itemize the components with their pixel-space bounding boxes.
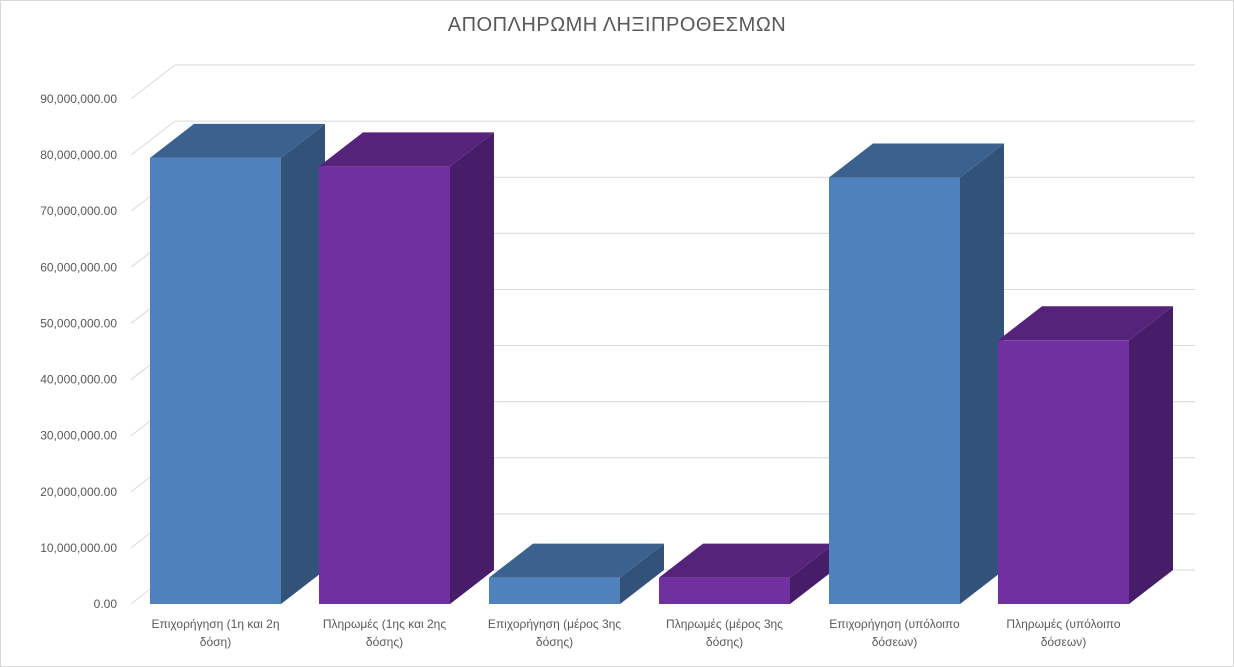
category-label: Πληρωμές (υπόλοιπο δόσεων) bbox=[1006, 617, 1120, 649]
category-label: Πληρωμές (μέρος 3ης δόσης) bbox=[666, 617, 783, 649]
bar-front bbox=[659, 577, 790, 604]
bars bbox=[150, 123, 1173, 605]
y-tick-label: 20,000,000.00 bbox=[40, 485, 117, 499]
y-tick-label: 10,000,000.00 bbox=[40, 541, 117, 555]
category-label: Επιχορήγηση (μέρος 3ης δόσης) bbox=[488, 617, 621, 649]
bar-top bbox=[659, 543, 834, 578]
bar bbox=[319, 132, 494, 605]
y-tick-label: 0.00 bbox=[94, 597, 118, 611]
bar-front bbox=[489, 577, 620, 604]
bar-front bbox=[150, 157, 281, 604]
y-tick-label: 90,000,000.00 bbox=[40, 92, 117, 106]
bar-side bbox=[790, 543, 834, 604]
category-label: Επιχορήγηση (υπόλοιπο δόσεων) bbox=[829, 617, 960, 649]
bar-side bbox=[1129, 306, 1173, 604]
bar-side bbox=[620, 543, 664, 604]
y-tick-label: 80,000,000.00 bbox=[40, 148, 117, 162]
bar-top bbox=[319, 132, 494, 167]
bar-side bbox=[960, 143, 1004, 605]
y-tick-label: 40,000,000.00 bbox=[40, 373, 117, 387]
y-tick-label: 50,000,000.00 bbox=[40, 316, 117, 330]
bar-front bbox=[998, 340, 1129, 604]
y-axis-ticks: 0.00 10,000,000.00 20,000,000.00 30,000,000… bbox=[40, 92, 117, 611]
bar bbox=[150, 123, 325, 605]
bar-front bbox=[319, 166, 450, 605]
chart-title: ΑΠΟΠΛΗΡΩΜΗ ΛΗΞΙΠΡΟΘΕΣΜΩΝ bbox=[447, 14, 787, 36]
y-tick-label: 60,000,000.00 bbox=[40, 260, 117, 274]
bar-front bbox=[829, 177, 960, 605]
bar bbox=[659, 543, 834, 604]
y-tick-label: 70,000,000.00 bbox=[40, 204, 117, 218]
category-label: Πληρωμές (1ης και 2ης δόσης) bbox=[323, 617, 447, 649]
bar bbox=[489, 543, 664, 604]
bar-top bbox=[998, 306, 1173, 341]
gridline bbox=[130, 120, 1195, 156]
category-label: Επιχορήγηση (1η και 2η δόση) bbox=[151, 617, 279, 649]
bar-side bbox=[450, 132, 494, 605]
bar-top bbox=[489, 543, 664, 578]
bar bbox=[829, 143, 1004, 605]
bar-side bbox=[281, 123, 325, 605]
bar-top bbox=[829, 143, 1004, 178]
bar bbox=[998, 306, 1173, 604]
gridline bbox=[130, 64, 1195, 100]
x-axis-labels: Επιχορήγηση (1η και 2η δόση) Πληρωμές (1ης… bbox=[151, 617, 1120, 649]
y-tick-label: 30,000,000.00 bbox=[40, 429, 117, 443]
bar-top bbox=[150, 123, 325, 158]
